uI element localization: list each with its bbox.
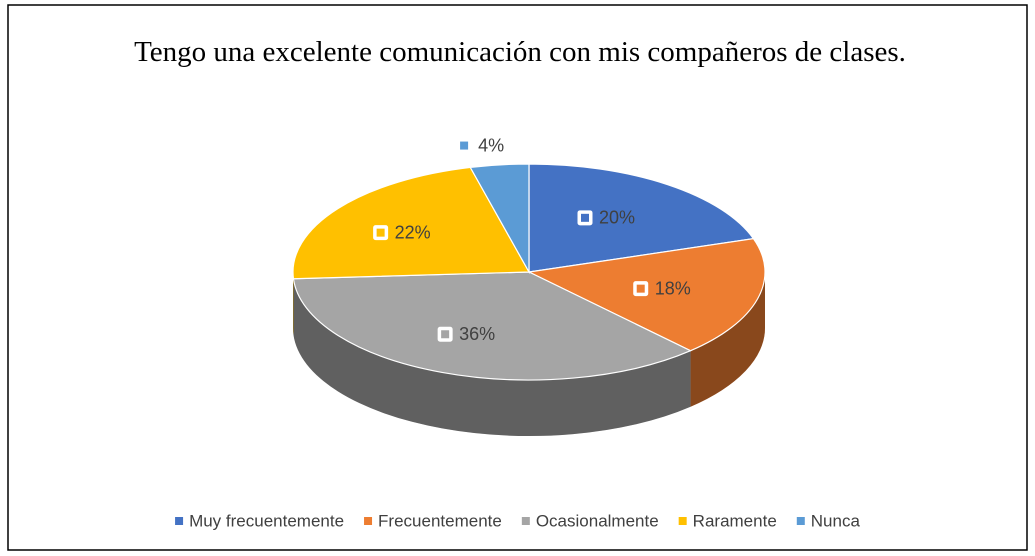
slice [469,163,530,275]
slice [528,163,755,273]
slice-side-shade [293,278,691,436]
legend-label: Frecuentemente [378,511,502,530]
data-label: 4% [478,135,504,155]
label-marker-inner [581,213,590,222]
data-label: 22% [395,222,431,242]
slice-side [690,272,765,407]
legend-swatch [521,517,530,525]
legend-swatch [364,517,373,525]
slice-side-shade [690,272,765,407]
data-label: 18% [655,278,691,298]
data-label: 20% [599,208,635,228]
legend-swatch [175,517,184,525]
legend-swatch [796,517,805,525]
legend-label: Nunca [811,511,861,530]
data-label: 36% [459,324,495,344]
slice [292,271,692,381]
label-marker-inner [441,330,450,339]
label-marker [460,141,469,150]
legend-label: Muy frecuentemente [189,511,344,530]
label-marker-inner [636,284,645,293]
slice-side [293,278,691,436]
label-marker-inner [376,228,385,237]
chart-title: Tengo una excelente comunicación con mis… [134,36,906,68]
legend-label: Ocasionalmente [536,511,659,530]
slice [292,166,531,280]
legend-swatch [678,517,687,525]
legend-label: Raramente [693,511,777,530]
